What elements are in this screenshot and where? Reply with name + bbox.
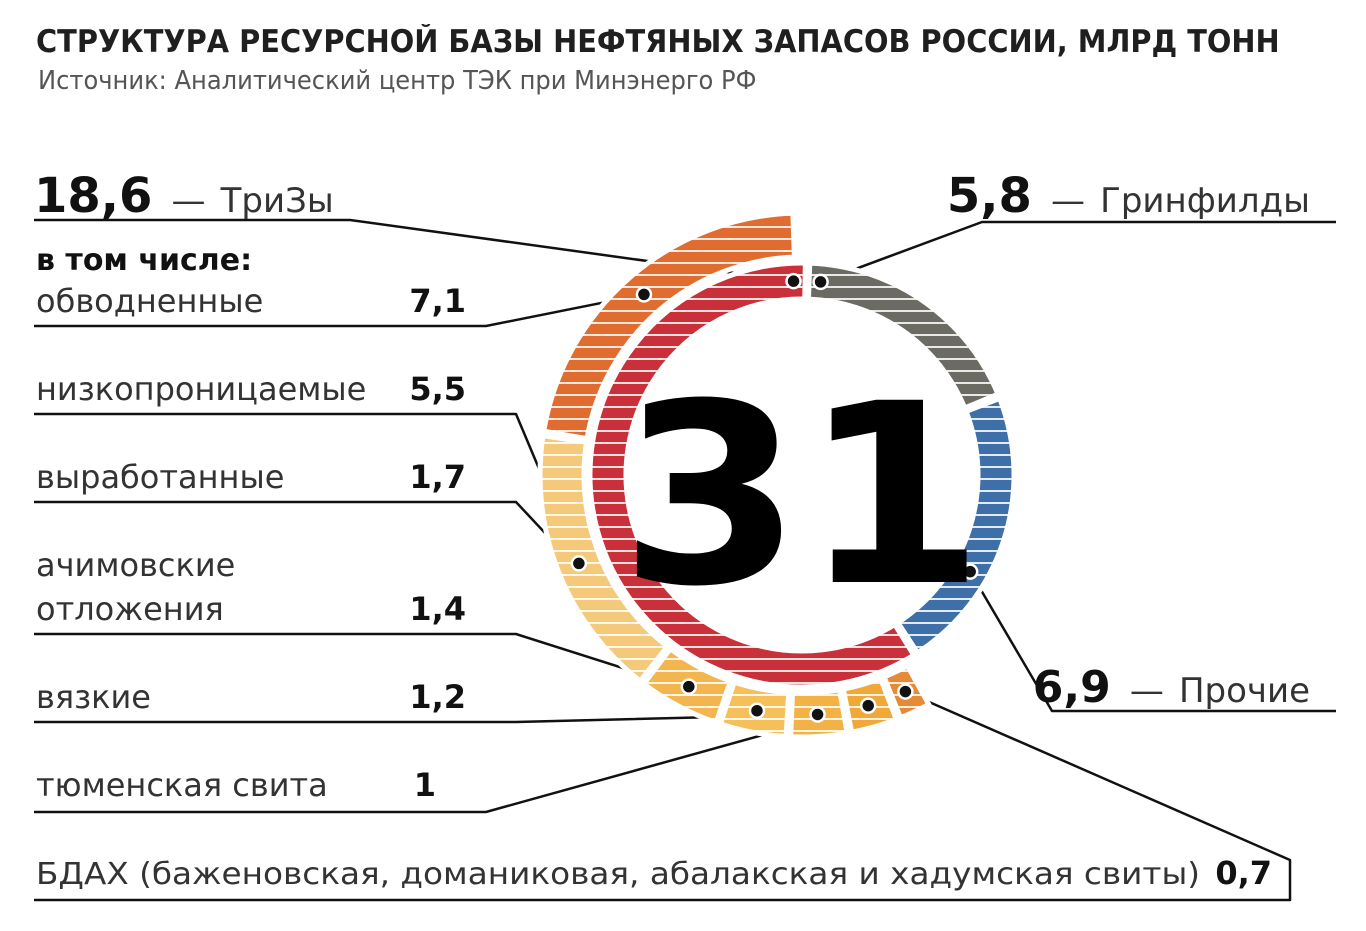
dot-breakdown-6 [897, 683, 914, 700]
inner-segment-0-stripes [590, 262, 914, 687]
breakdown-value-depleted: 1,7 [409, 458, 466, 496]
inner-segment-2-stripes [897, 398, 1015, 653]
leader-breakdown-6 [34, 690, 1292, 902]
trizy-name: ТриЗы [220, 181, 334, 221]
dot-breakdown-4 [809, 706, 826, 723]
breakdown-value-bdah: 0,7 [1215, 854, 1272, 892]
breakdown-value-flooded: 7,1 [409, 282, 466, 320]
leader-breakdown-0 [34, 293, 645, 328]
leader-other [969, 571, 1336, 713]
breakdown-label-low-permeability: низкопроницаемые [36, 370, 366, 408]
inner-segment-1-stripes [808, 263, 999, 408]
dot-trizy [785, 272, 802, 290]
greenfields-label: 5,8 — Гринфилды [947, 168, 1310, 224]
dot-breakdown-5 [859, 697, 877, 714]
trizy-label: 18,6 — ТриЗы [34, 168, 334, 224]
leader-breakdown-5 [34, 704, 869, 814]
dot-breakdown-3 [748, 702, 766, 719]
outer-ring [537, 210, 933, 740]
dot-breakdown-2 [680, 678, 698, 695]
outer-segment-0-stripes [543, 213, 795, 439]
chart-title: СТРУКТУРА РЕСУРСНОЙ БАЗЫ НЕФТЯНЫХ ЗАПАСО… [36, 24, 1280, 60]
breakdown-heading: в том числе: [36, 243, 252, 278]
total-value: 31 [619, 351, 984, 642]
inner-ring [587, 260, 1017, 690]
dot-greenfields [812, 273, 829, 291]
breakdown-value-achimov: 1,4 [409, 590, 466, 628]
leader-greenfields [820, 220, 1336, 284]
outer-segment-1-stripes [540, 435, 668, 682]
leader-trizy [34, 218, 794, 283]
breakdown-value-viscous: 1,2 [409, 678, 466, 716]
other-name: Прочие [1179, 671, 1310, 711]
breakdown-value-tyumen: 1 [414, 766, 436, 804]
breakdown-label-bdah: БДАХ (баженовская, доманиковая, абалакск… [36, 857, 1200, 892]
breakdown-label-depleted: выработанные [36, 458, 284, 496]
breakdown-value-low-permeability: 5,5 [409, 370, 466, 408]
other-value: 6,9 [1033, 662, 1111, 713]
dot-other [961, 563, 979, 580]
leader-dots [570, 272, 979, 723]
breakdown-label-viscous: вязкие [36, 678, 151, 716]
chart-subtitle: Источник: Аналитический центр ТЭК при Ми… [38, 66, 757, 96]
greenfields-value: 5,8 [947, 168, 1032, 224]
trizy-value: 18,6 [34, 168, 152, 224]
breakdown-label-tyumen: тюменская свита [36, 766, 328, 804]
other-label: 6,9 — Прочие [1033, 662, 1310, 713]
breakdown-label-flooded: обводненные [36, 282, 263, 320]
greenfields-name: Гринфилды [1100, 181, 1310, 221]
leader-breakdown-4 [34, 713, 818, 724]
dot-breakdown-0 [635, 286, 653, 303]
breakdown-label-achimov-line1: ачимовские [36, 546, 235, 584]
dot-breakdown-1 [570, 555, 588, 572]
breakdown-label-achimov-line2: отложения [36, 590, 224, 628]
